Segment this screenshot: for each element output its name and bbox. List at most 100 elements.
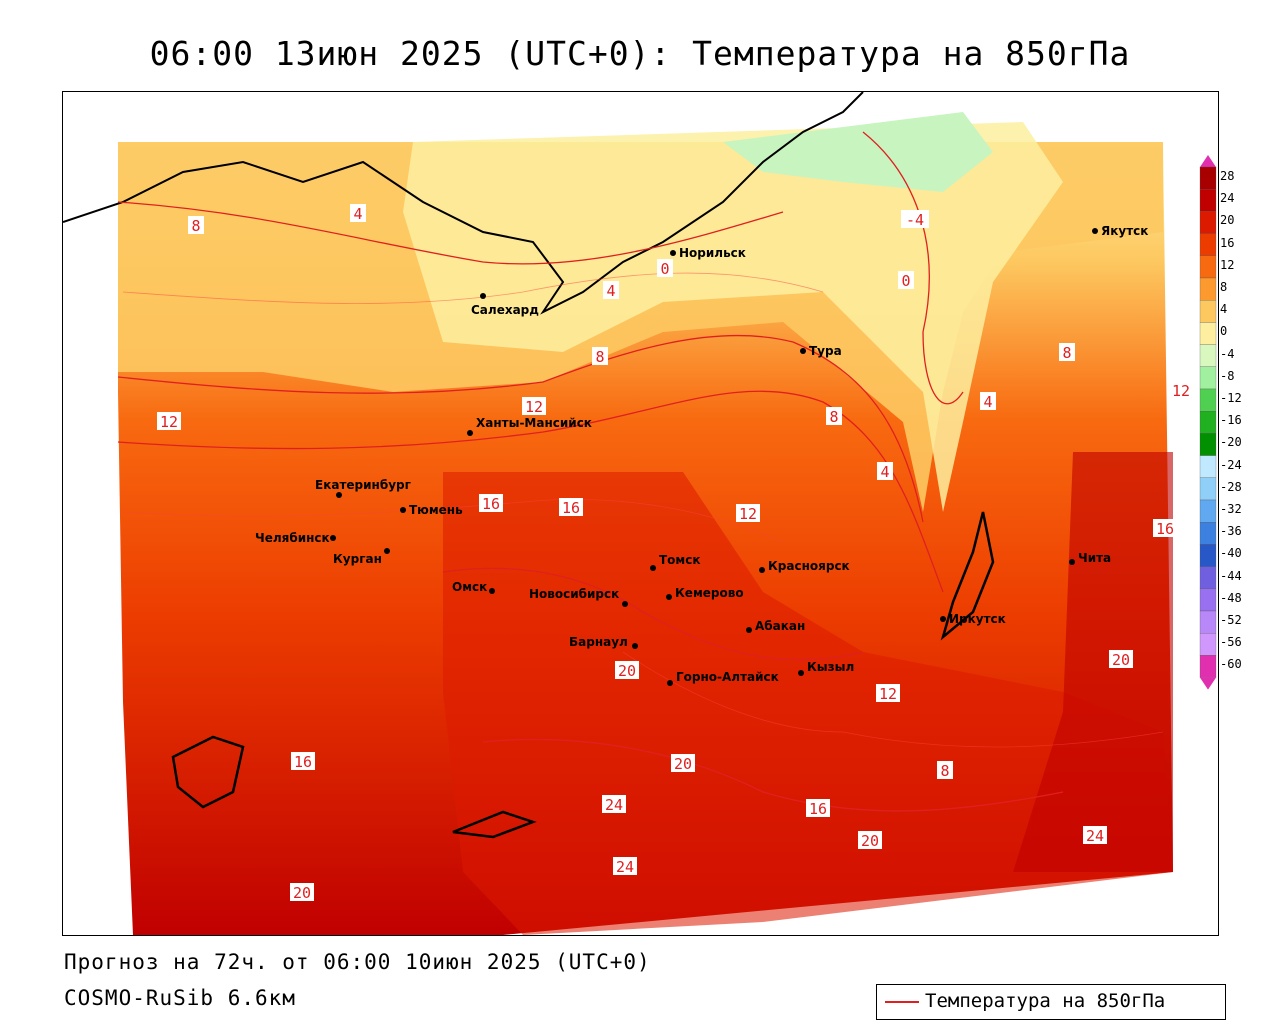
colorbar-tick-label: -4 xyxy=(1220,346,1235,361)
contour-label: 24 xyxy=(1086,827,1104,845)
city-tura: Тура xyxy=(800,344,842,358)
colorbar-tick-label: -56 xyxy=(1220,635,1242,650)
contour-label: 24 xyxy=(605,796,623,814)
colorbar-tick-label: 4 xyxy=(1220,302,1228,317)
contour-label: -4 xyxy=(906,211,924,229)
colorbar-swatch xyxy=(1199,211,1217,234)
city-yakutsk: Якутск xyxy=(1092,224,1148,238)
colorbar-swatch xyxy=(1199,455,1217,478)
colorbar-tick-label: -52 xyxy=(1220,613,1242,627)
colorbar-swatch xyxy=(1199,411,1217,434)
city-label: Красноярск xyxy=(768,559,850,573)
lake-issyk xyxy=(452,810,537,839)
contour-label: 4 xyxy=(983,393,992,411)
city-salekhard: Салехард xyxy=(471,293,539,317)
city-omsk: Омск xyxy=(452,580,495,594)
colorbar-tick-label: 0 xyxy=(1220,324,1228,339)
warm-zone-south xyxy=(443,472,1173,935)
baikal-lake xyxy=(940,511,995,641)
city-label: Якутск xyxy=(1101,224,1148,238)
city-label: Томск xyxy=(659,553,701,567)
city-label: Екатеринбург xyxy=(315,478,411,492)
city-khanty-mansiysk: Ханты-Мансийск xyxy=(467,416,592,436)
city-norilsk: Норильск xyxy=(670,246,746,260)
city-label: Чита xyxy=(1078,551,1111,565)
colorbar-swatch xyxy=(1199,433,1217,456)
city-chelyabinsk: Челябинск xyxy=(255,531,336,545)
colorbar-swatch xyxy=(1199,277,1217,301)
city-chita: Чита xyxy=(1069,551,1111,565)
contour-label: 12 xyxy=(739,505,757,523)
colorbar-swatch xyxy=(1199,544,1217,567)
contour-label: 12 xyxy=(879,685,897,703)
cold-zone-green xyxy=(723,112,993,192)
colorbar-tick-label: 24 xyxy=(1220,191,1235,206)
city-kemerovo: Кемерово xyxy=(666,586,744,600)
city-ekaterinburg: Екатеринбург xyxy=(315,478,411,498)
contour-label: 4 xyxy=(353,205,362,223)
contour-label: 12 xyxy=(525,398,543,416)
contour-label: 8 xyxy=(1062,344,1071,362)
colorbar-tick-label: 12 xyxy=(1220,257,1235,272)
contour-label: 0 xyxy=(660,260,669,278)
contour-label: 12 xyxy=(1172,382,1190,400)
colorbar-swatch xyxy=(1199,633,1217,656)
city-label: Тюмень xyxy=(409,503,463,517)
map-title: 06:00 13июн 2025 (UTC+0): Температура на… xyxy=(149,34,1131,73)
colorbar-tick-label: 28 xyxy=(1220,169,1235,183)
colorbar-tick-label: -40 xyxy=(1220,546,1242,561)
contour-label: 8 xyxy=(595,348,604,366)
contour-label: 20 xyxy=(861,832,879,850)
contour-label: 8 xyxy=(940,762,949,780)
contour-label: 8 xyxy=(191,217,200,235)
city-label: Абакан xyxy=(755,619,805,633)
colorbar-tick-label: -60 xyxy=(1220,657,1242,672)
coastline xyxy=(63,92,864,315)
colorbar-tick-label: -32 xyxy=(1220,502,1242,516)
colorbar-tick-label: -16 xyxy=(1220,413,1242,428)
colorbar-swatch xyxy=(1199,189,1217,212)
city-label: Горно-Алтайск xyxy=(676,670,779,684)
contour-label: 16 xyxy=(809,800,827,818)
colorbar-swatch xyxy=(1199,566,1217,589)
colorbar-tick-label: -44 xyxy=(1220,568,1242,583)
colorbar-tick-label: -20 xyxy=(1220,435,1242,450)
model-info: COSMO-RuSib 6.6км xyxy=(64,986,296,1010)
colorbar-swatch xyxy=(1199,322,1217,345)
colorbar-tick-label: -28 xyxy=(1220,479,1242,494)
colorbar-tick-label: 8 xyxy=(1220,280,1228,294)
colorbar-swatch xyxy=(1199,233,1217,256)
colorbar-swatch xyxy=(1199,499,1217,523)
colorbar-swatch xyxy=(1199,366,1217,390)
map-canvas: Якутск Норильск Салехард Тура Ханты-Манс… xyxy=(63,92,1193,935)
colorbar-top-arrow xyxy=(1200,155,1216,167)
city-kurgan: Курган xyxy=(333,548,390,566)
city-label: Челябинск xyxy=(255,531,330,545)
colorbar-swatch xyxy=(1199,388,1217,412)
colorbar-swatch xyxy=(1199,477,1217,501)
colorbar-swatch xyxy=(1199,344,1217,367)
colorbar-tick-label: -8 xyxy=(1220,368,1235,383)
map-legend: Температура на 850гПа xyxy=(876,984,1226,1020)
contour-label: 20 xyxy=(1112,651,1130,669)
city-markers: Якутск Норильск Салехард Тура Ханты-Манс… xyxy=(255,224,1148,686)
city-label: Омск xyxy=(452,580,487,594)
colorbar-tick-label: -12 xyxy=(1220,391,1242,405)
contour-label: 0 xyxy=(901,272,910,290)
contour-label: 4 xyxy=(880,463,889,481)
city-barnaul: Барнаул xyxy=(569,635,638,649)
colorbar-swatch xyxy=(1199,610,1217,634)
city-irkutsk: Иркутск xyxy=(940,612,1006,626)
city-label: Ханты-Мансийск xyxy=(476,416,592,430)
city-label: Курган xyxy=(333,552,382,566)
colorbar-bottom-arrow xyxy=(1200,677,1216,690)
contour-label: 16 xyxy=(562,499,580,517)
legend-label: Температура на 850гПа xyxy=(925,990,1166,1012)
contour-label: 20 xyxy=(618,662,636,680)
city-label: Тура xyxy=(809,344,842,358)
contour-label: 20 xyxy=(674,755,692,773)
colorbar-tick-label: -48 xyxy=(1220,590,1242,605)
city-gorno-altaysk: Горно-Алтайск xyxy=(667,670,779,686)
contour-label: 16 xyxy=(482,495,500,513)
city-label: Салехард xyxy=(471,303,539,317)
